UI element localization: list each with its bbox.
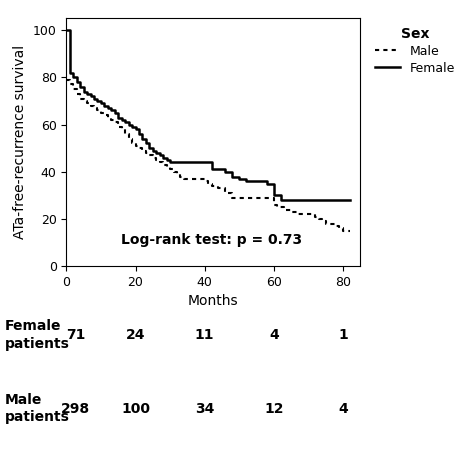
Text: 24: 24	[126, 328, 145, 342]
Legend: Male, Female: Male, Female	[373, 25, 458, 77]
Text: Female
patients: Female patients	[5, 319, 70, 351]
Text: 100: 100	[121, 402, 150, 415]
Text: 71: 71	[66, 328, 85, 342]
Text: 4: 4	[269, 328, 279, 342]
Text: Male
patients: Male patients	[5, 393, 70, 424]
X-axis label: Months: Months	[188, 295, 238, 308]
Y-axis label: ATa-free-recurrence survival: ATa-free-recurrence survival	[13, 45, 27, 239]
Text: 34: 34	[195, 402, 214, 415]
Text: 12: 12	[264, 402, 283, 415]
Text: Log-rank test: p = 0.73: Log-rank test: p = 0.73	[121, 233, 302, 247]
Text: 11: 11	[195, 328, 214, 342]
Text: 298: 298	[61, 402, 91, 415]
Text: 1: 1	[338, 328, 348, 342]
Text: 4: 4	[338, 402, 348, 415]
